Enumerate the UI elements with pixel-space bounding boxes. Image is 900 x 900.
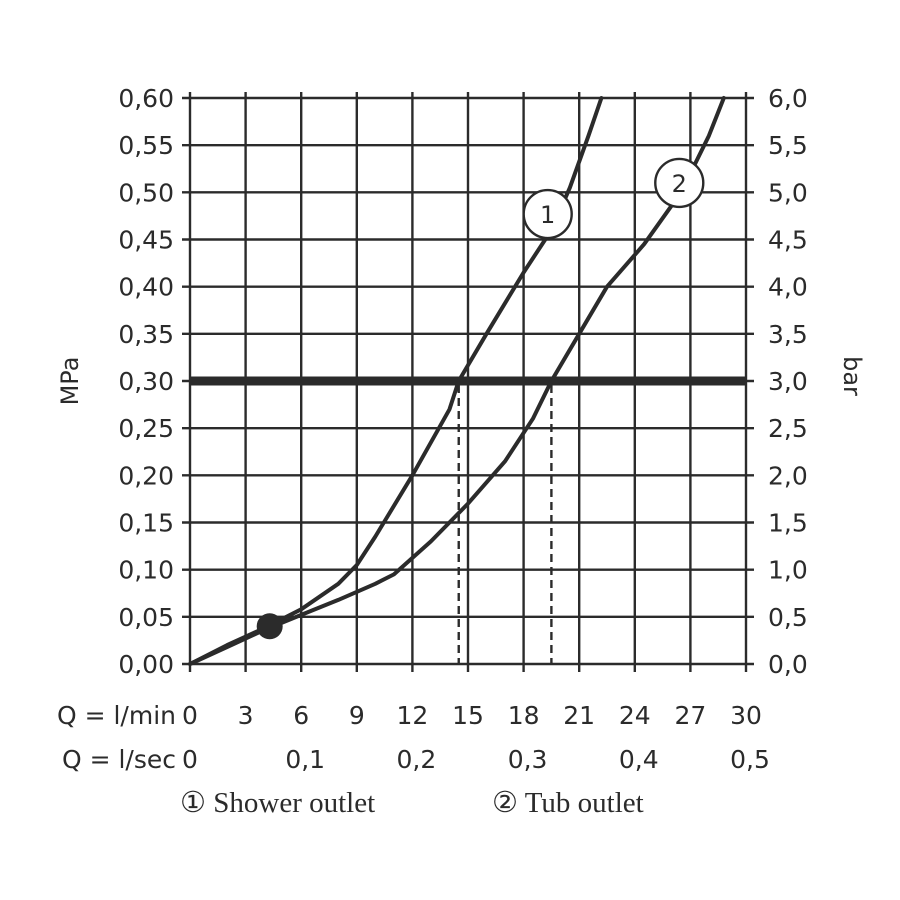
highlight-point (256, 613, 283, 640)
y-left-axis-title: MPa (56, 357, 84, 406)
y-right-tick-label: 5,0 (768, 178, 808, 207)
x-lmin-tick-label: 12 (396, 701, 428, 730)
x-lsec-tick-label: 0,1 (285, 745, 325, 774)
y-right-tick-label: 6,0 (768, 84, 808, 113)
x-lmin-tick-label: 0 (182, 701, 198, 730)
x-lsec-axis-label: Q = l/sec (62, 745, 176, 774)
y-left-tick-label: 0,50 (118, 178, 174, 207)
x-lsec-tick-label: 0,2 (397, 745, 437, 774)
y-left-tick-label: 0,40 (118, 273, 174, 302)
x-lmin-tick-label: 9 (349, 701, 365, 730)
legend-item-tub: ② Tub outlet (492, 787, 644, 819)
x-lmin-tick-label: 15 (452, 701, 484, 730)
x-lmin-tick-label: 24 (619, 701, 651, 730)
y-right-tick-label: 0,5 (768, 603, 808, 632)
y-right-tick-label: 5,5 (768, 131, 808, 160)
y-left-tick-label: 0,55 (118, 131, 174, 160)
series-marker-label-2: 2 (672, 170, 687, 198)
y-right-tick-label: 3,5 (768, 320, 808, 349)
x-lsec-tick-label: 0,5 (730, 745, 770, 774)
y-right-tick-label: 1,0 (768, 556, 808, 585)
x-lmin-axis-label: Q = l/min (57, 701, 176, 730)
series-marker-label-1: 1 (540, 201, 555, 229)
series-layer: 12 (188, 96, 726, 666)
y-left-tick-label: 0,20 (118, 461, 174, 490)
y-right-tick-label: 0,0 (768, 650, 808, 679)
series-marker-circle-1 (522, 188, 573, 240)
y-left-tick-label: 0,25 (118, 414, 174, 443)
y-right-tick-label: 4,0 (768, 273, 808, 302)
y-left-tick-label: 0,45 (118, 226, 174, 255)
y-left-tick-label: 0,35 (118, 320, 174, 349)
y-right-tick-label: 2,5 (768, 414, 808, 443)
x-lmin-tick-label: 3 (238, 701, 254, 730)
x-lmin-tick-label: 18 (508, 701, 540, 730)
legend: ① Shower outlet ② Tub outlet (180, 787, 644, 819)
y-left-tick-label: 0,05 (118, 603, 174, 632)
y-right-tick-label: 2,0 (768, 461, 808, 490)
y-left-tick-label: 0,10 (118, 556, 174, 585)
series-line-2 (188, 96, 726, 666)
y-left-tick-label: 0,30 (118, 367, 174, 396)
series-marker-circle-2 (654, 157, 705, 209)
y-right-tick-label: 1,5 (768, 509, 808, 538)
y-left-tick-label: 0,60 (118, 84, 174, 113)
y-left-tick-label: 0,15 (118, 509, 174, 538)
x-lmin-tick-label: 21 (563, 701, 595, 730)
x-lsec-tick-label: 0,3 (508, 745, 548, 774)
x-lmin-tick-label: 30 (730, 701, 762, 730)
x-lmin-tick-label: 27 (674, 701, 706, 730)
x-lsec-tick-label: 0 (182, 745, 198, 774)
y-right-tick-label: 3,0 (768, 367, 808, 396)
y-right-tick-label: 4,5 (768, 226, 808, 255)
x-lmin-tick-label: 6 (293, 701, 309, 730)
x-lsec-tick-label: 0,4 (619, 745, 659, 774)
y-left-tick-label: 0,00 (118, 650, 174, 679)
labels-layer: 0,00 0,00,05 0,50,10 1,00,15 1,50,20 2,00,25 2… (57, 84, 808, 774)
y-right-axis-title: bar (838, 356, 866, 396)
legend-item-shower: ① Shower outlet (180, 787, 375, 819)
